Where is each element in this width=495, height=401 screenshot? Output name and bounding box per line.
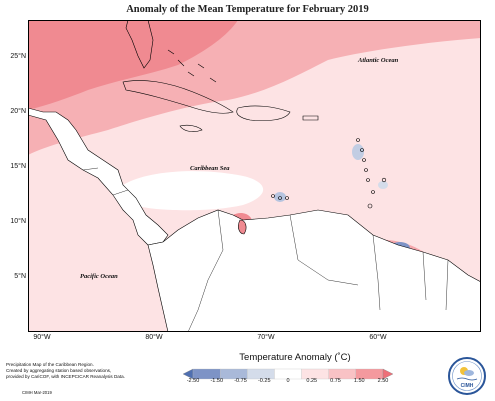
cimh-logo: CIMH	[447, 356, 487, 396]
lon-label-90w: 90°W	[33, 334, 51, 341]
land-puerto-rico	[302, 115, 319, 121]
legend-tick-label: 2.50	[377, 378, 389, 384]
legend-title: Temperature Anomaly (˚C)	[239, 352, 351, 363]
land-jamaica	[179, 124, 203, 132]
map-footer-note: Precipitation Map of the Caribbean Regio…	[6, 362, 156, 380]
legend-tick-label: -2.50	[186, 378, 200, 384]
land-florida	[125, 20, 154, 69]
label-pacific-ocean: Pacific Ocean	[80, 273, 118, 280]
land-lesser-antilles	[356, 138, 387, 209]
land-central-america	[28, 107, 169, 246]
anomaly-zone-cool-leeward	[378, 181, 388, 189]
lat-label-20n: 20°N	[10, 108, 26, 115]
lon-label-80w: 80°W	[145, 334, 163, 341]
anomaly-zone-hot-north	[28, 20, 238, 110]
logo-text: CIMH	[461, 383, 474, 389]
legend-tick-label: 0.75	[330, 378, 341, 384]
legend-tick-label: -0.75	[234, 378, 247, 384]
lake-maracaibo	[238, 219, 247, 235]
legend-tick-label: 1.50	[353, 378, 365, 384]
legend-colorbar	[182, 367, 394, 380]
label-caribbean-sea: Caribbean Sea	[190, 165, 230, 172]
legend-tick-label: -0.25	[257, 378, 271, 384]
lat-label-5n: 5°N	[14, 273, 26, 280]
label-atlantic-ocean: Atlantic Ocean	[357, 57, 399, 64]
legend-ticks: -2.50 -1.50 -0.75 -0.25 0 0.25 0.75 1.50 2.50	[183, 378, 393, 388]
anomaly-zone-neutral-caribbean	[117, 171, 264, 211]
footer-date: CIMH Mar-2019	[22, 390, 52, 395]
lat-label-25n: 25°N	[10, 53, 26, 60]
anomaly-map: Atlantic Ocean Caribbean Sea Pacific Oce…	[28, 20, 481, 332]
footer-line: provided by CariCOF, with INCEPCICAR Rea…	[6, 374, 125, 379]
lat-label-10n: 10°N	[10, 218, 26, 225]
land-abc-islands	[271, 194, 289, 200]
land-hispaniola	[236, 105, 291, 122]
legend-tick-label: -1.50	[210, 378, 224, 384]
map-title: Anomaly of the Mean Temperature for Febr…	[126, 4, 369, 15]
lat-label-15n: 15°N	[10, 163, 26, 170]
map-frame	[28, 20, 481, 332]
lon-label-70w: 70°W	[257, 334, 275, 341]
legend-tick-label: 0.25	[306, 378, 318, 384]
land-bahamas	[167, 49, 217, 83]
footer-line: Precipitation Map of the Caribbean Regio…	[6, 362, 94, 367]
anomaly-zone-cool-windward	[352, 144, 364, 160]
country-borders	[82, 167, 449, 332]
anomaly-zone-cool-abc	[274, 192, 286, 202]
footer-line: Created by aggregating station based obs…	[6, 368, 112, 373]
legend-tick-label: 0	[286, 378, 290, 384]
lon-label-60w: 60°W	[369, 334, 387, 341]
land-cuba	[122, 80, 234, 114]
legend-swatch	[382, 368, 394, 380]
